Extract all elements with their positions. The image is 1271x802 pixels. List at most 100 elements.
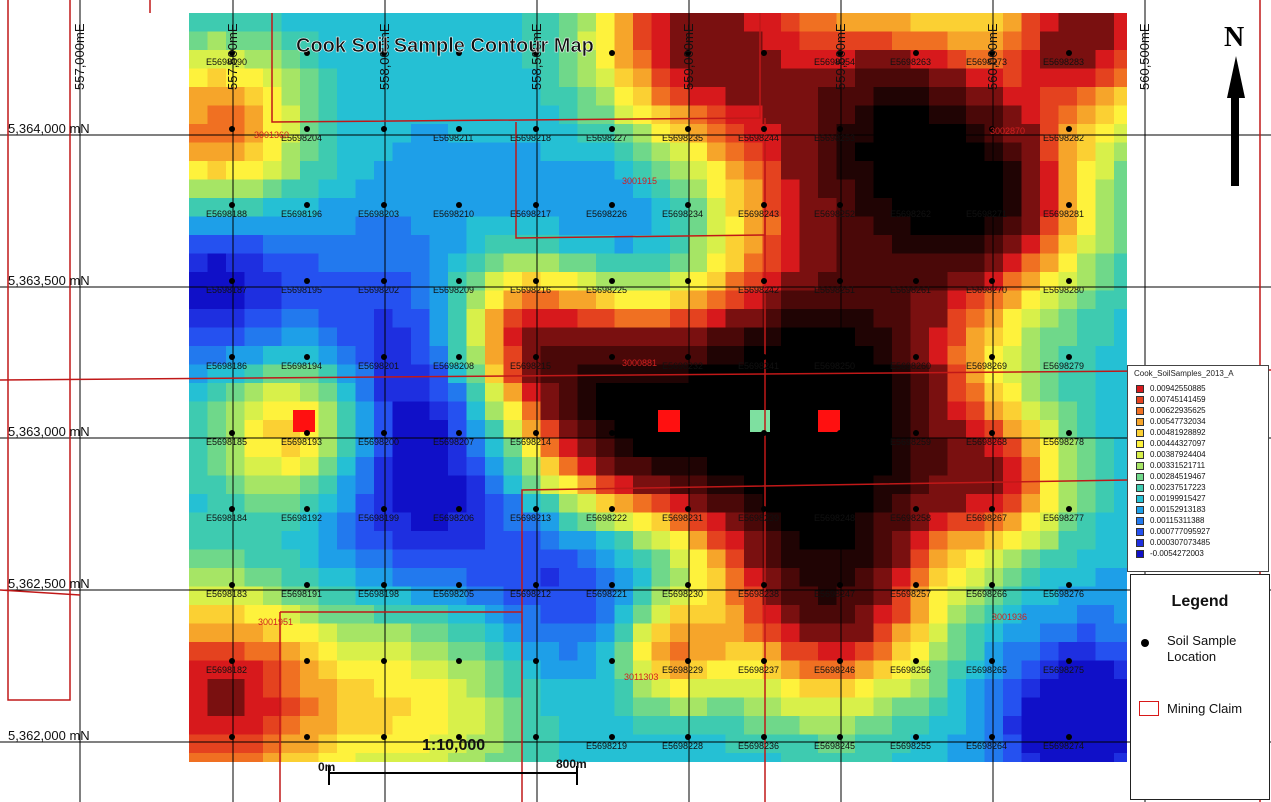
colorscale-swatch (1136, 395, 1144, 404)
sample-dot (229, 658, 235, 664)
heat-cell (725, 13, 744, 32)
heat-cell (392, 161, 411, 180)
heat-cell (1114, 457, 1127, 476)
sample-id-label: E5698283 (1043, 57, 1084, 67)
heat-cell (263, 531, 282, 550)
heat-cell (781, 198, 800, 217)
heat-cell (448, 568, 467, 587)
heat-cell (892, 753, 911, 762)
heat-cell (725, 475, 744, 494)
heat-cell (873, 734, 892, 753)
heat-cell (374, 124, 393, 143)
heat-cell (633, 420, 652, 439)
heat-cell (947, 31, 966, 50)
heat-cell (892, 531, 911, 550)
heat-cell (429, 327, 448, 346)
heat-cell (411, 753, 430, 762)
heat-cell (984, 457, 1003, 476)
heat-cell (318, 364, 337, 383)
heat-cell (596, 660, 615, 679)
heat-cell (781, 679, 800, 698)
heat-cell (429, 383, 448, 402)
heat-cell (1040, 31, 1059, 50)
heat-cell (707, 253, 726, 272)
heat-cell (966, 124, 985, 143)
heat-cell (596, 753, 615, 762)
heat-cell (244, 216, 263, 235)
sample-dot (381, 658, 387, 664)
heat-cell (836, 142, 855, 161)
heat-cell (929, 13, 948, 32)
heat-cell (892, 198, 911, 217)
heat-cell (411, 179, 430, 198)
heat-cell (1003, 346, 1022, 365)
heat-cell (1114, 605, 1127, 624)
heat-cell (226, 660, 245, 679)
heat-cell (318, 660, 337, 679)
heat-cell (1058, 660, 1077, 679)
heat-cell (1040, 734, 1059, 753)
heat-cell (281, 290, 300, 309)
heat-cell (1058, 457, 1077, 476)
heat-cell (448, 716, 467, 735)
heat-cell (226, 623, 245, 642)
sample-dot (761, 506, 767, 512)
heat-cell (614, 586, 633, 605)
heat-cell (633, 272, 652, 291)
heat-cell (485, 660, 504, 679)
heat-cell (762, 198, 781, 217)
heat-cell (855, 87, 874, 106)
heat-cell (337, 605, 356, 624)
heat-cell (466, 605, 485, 624)
sample-id-label: E5698193 (281, 437, 322, 447)
heat-cell (411, 420, 430, 439)
sample-dot (304, 126, 310, 132)
heat-cell (392, 642, 411, 661)
heat-cell (1040, 697, 1059, 716)
heat-cell (189, 309, 208, 328)
heat-cell (374, 253, 393, 272)
heat-cell (374, 420, 393, 439)
heat-cell (1040, 642, 1059, 661)
heat-cell (207, 457, 226, 476)
heat-cell (910, 216, 929, 235)
heat-cell (244, 31, 263, 50)
heat-cell (1021, 549, 1040, 568)
heat-cell (910, 697, 929, 716)
heat-cell (189, 253, 208, 272)
sample-id-label: E5698251 (814, 285, 855, 295)
heat-cell (522, 383, 541, 402)
heat-cell (207, 753, 226, 762)
heat-cell (873, 420, 892, 439)
heat-cell (762, 124, 781, 143)
heat-cell (1003, 309, 1022, 328)
heat-cell (1003, 457, 1022, 476)
heat-cell (855, 216, 874, 235)
heat-cell (540, 309, 559, 328)
heat-cell (1003, 531, 1022, 550)
heat-cell (207, 290, 226, 309)
heat-cell (818, 253, 837, 272)
heat-cell (318, 420, 337, 439)
heat-cell (411, 346, 430, 365)
heat-cell (189, 457, 208, 476)
heat-cell (744, 438, 763, 457)
heat-cell (540, 124, 559, 143)
heat-cell (522, 475, 541, 494)
heat-cell (374, 401, 393, 420)
heat-cell (226, 401, 245, 420)
heat-cell (226, 179, 245, 198)
easting-label: 558,500mE (529, 23, 544, 90)
heat-cell (318, 753, 337, 762)
heat-cell (762, 494, 781, 513)
heat-cell (189, 383, 208, 402)
heat-cell (873, 272, 892, 291)
heat-cell (485, 679, 504, 698)
heat-cell (559, 531, 578, 550)
heat-cell (818, 50, 837, 69)
heat-cell (781, 383, 800, 402)
heat-cell (1077, 568, 1096, 587)
sample-id-label: E5698191 (281, 589, 322, 599)
heat-cell (448, 50, 467, 69)
heat-cell (318, 512, 337, 531)
